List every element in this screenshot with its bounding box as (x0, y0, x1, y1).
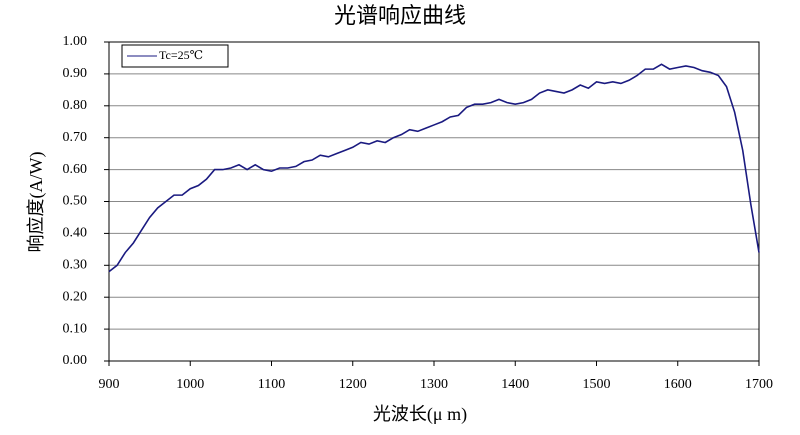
chart-title: 光谱响应曲线 (334, 3, 466, 28)
x-tick-label: 1300 (420, 377, 448, 392)
x-tick-label: 1200 (339, 377, 367, 392)
y-tick-label: 0.60 (63, 162, 88, 177)
y-tick-label: 0.80 (63, 98, 88, 113)
y-tick-label: 0.90 (63, 66, 88, 81)
x-tick-label: 1600 (664, 377, 692, 392)
line (108, 63, 760, 273)
y-tick-label: 0.70 (63, 130, 88, 145)
x-tick-label: 900 (99, 377, 120, 392)
legend-label: Tc=25℃ (159, 48, 203, 62)
y-tick-label: 0.20 (63, 289, 88, 304)
y-tick-label: 0.50 (63, 194, 88, 209)
y-tick-label: 0.30 (63, 258, 88, 273)
x-tick-label: 1700 (745, 377, 773, 392)
y-axis-label: 响应度(A/W) (26, 152, 47, 253)
x-tick-label: 1000 (176, 377, 204, 392)
x-axis-label: 光波长(μ m) (373, 404, 467, 425)
y-tick-label: 0.10 (63, 321, 88, 336)
x-tick-label: 1100 (258, 377, 285, 392)
legend-box (121, 44, 229, 68)
y-tick-label: 0.00 (63, 353, 88, 368)
plot-border (108, 41, 760, 362)
y-tick-label: 0.40 (63, 226, 88, 241)
y-tick-label: 1.00 (63, 34, 88, 49)
x-tick-label: 1500 (583, 377, 611, 392)
x-tick-label: 1400 (501, 377, 529, 392)
